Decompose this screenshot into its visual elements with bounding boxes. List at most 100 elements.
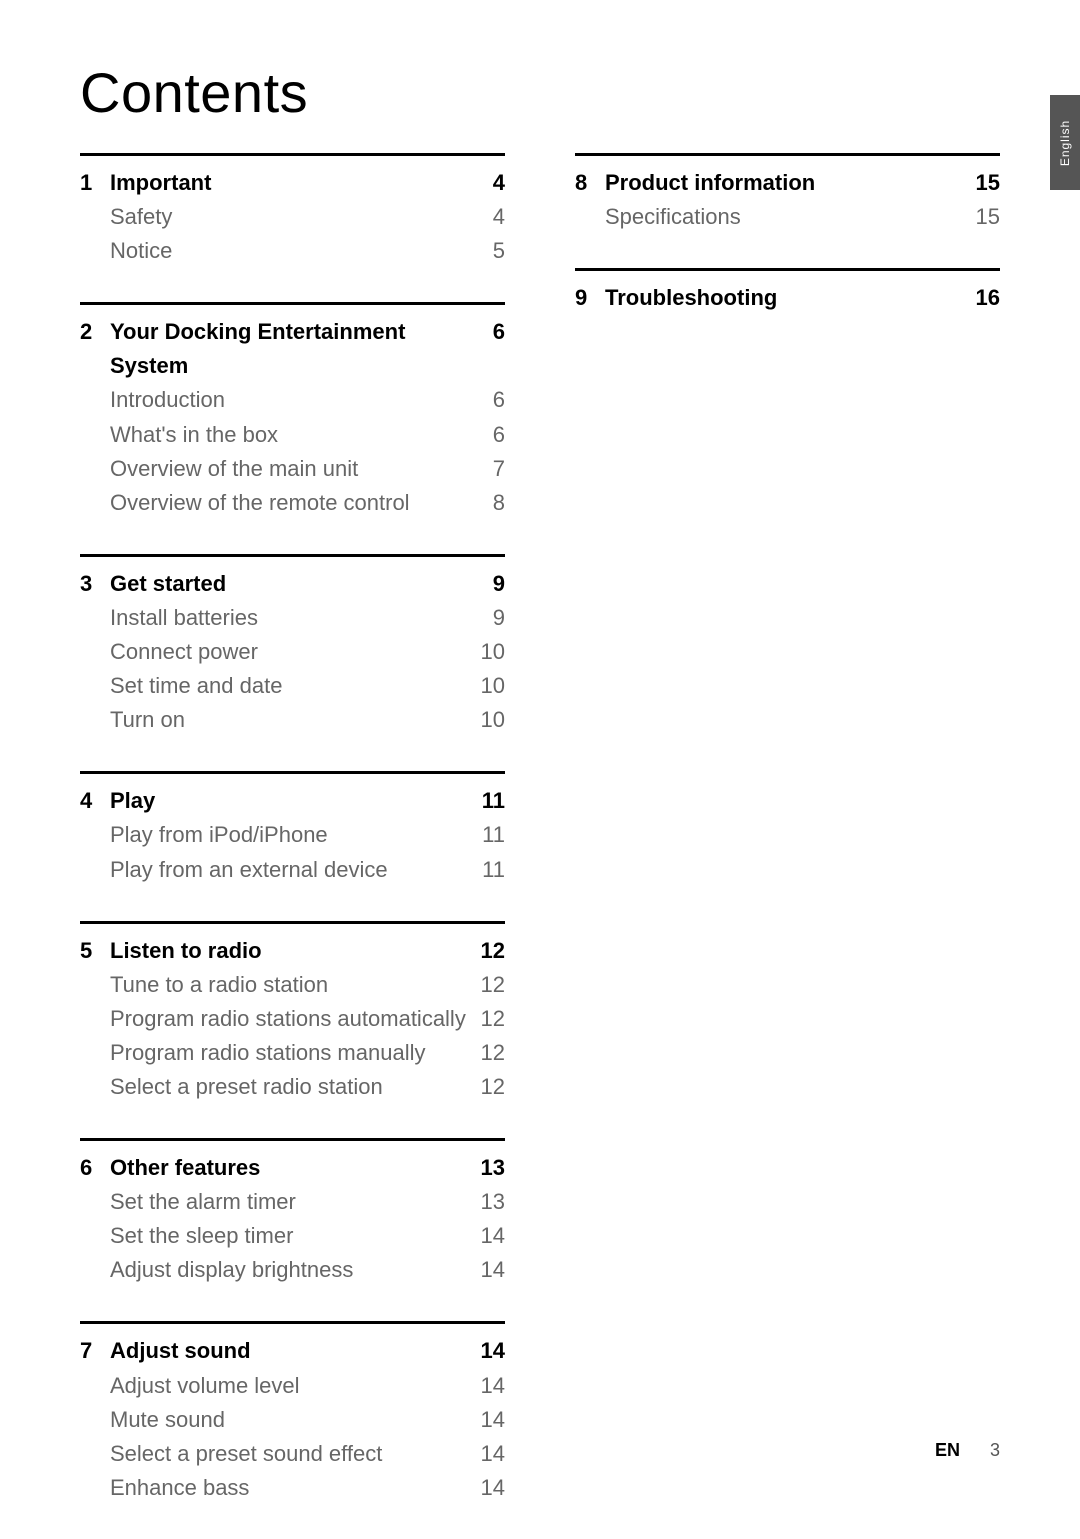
toc-page: 11 bbox=[475, 853, 505, 887]
toc-section: 7Adjust sound14Adjust volume level14Mute… bbox=[80, 1321, 505, 1504]
toc-label: Play from iPod/iPhone bbox=[110, 818, 475, 852]
toc-label: Connect power bbox=[110, 635, 475, 669]
toc-row: 2Your Docking Entertainment System6 bbox=[80, 315, 505, 383]
toc-label: Select a preset sound effect bbox=[110, 1437, 475, 1471]
toc-page: 12 bbox=[475, 934, 505, 968]
toc-page: 7 bbox=[475, 452, 505, 486]
toc-page: 12 bbox=[475, 968, 505, 1002]
toc-columns: 1Important4Safety4Notice52Your Docking E… bbox=[80, 153, 1000, 1539]
toc-page: 14 bbox=[475, 1437, 505, 1471]
toc-row: 8Product information15 bbox=[575, 166, 1000, 200]
toc-page: 6 bbox=[475, 315, 505, 349]
toc-section: 1Important4Safety4Notice5 bbox=[80, 153, 505, 268]
toc-page: 11 bbox=[475, 818, 505, 852]
toc-page: 9 bbox=[475, 567, 505, 601]
toc-row: Tune to a radio station12 bbox=[80, 968, 505, 1002]
toc-row: Select a preset sound effect14 bbox=[80, 1437, 505, 1471]
toc-row: Set time and date10 bbox=[80, 669, 505, 703]
toc-page: 10 bbox=[475, 669, 505, 703]
toc-row: Set the alarm timer13 bbox=[80, 1185, 505, 1219]
toc-label: Introduction bbox=[110, 383, 475, 417]
section-number: 9 bbox=[575, 281, 605, 315]
footer-lang: EN bbox=[935, 1440, 960, 1461]
left-column: 1Important4Safety4Notice52Your Docking E… bbox=[80, 153, 505, 1539]
toc-label: Listen to radio bbox=[110, 934, 475, 968]
toc-page: 4 bbox=[475, 200, 505, 234]
section-number: 1 bbox=[80, 166, 110, 200]
toc-page: 8 bbox=[475, 486, 505, 520]
toc-row: Connect power10 bbox=[80, 635, 505, 669]
toc-page: 13 bbox=[475, 1151, 505, 1185]
toc-row: Set the sleep timer14 bbox=[80, 1219, 505, 1253]
toc-page: 10 bbox=[475, 635, 505, 669]
section-number: 2 bbox=[80, 315, 110, 349]
toc-row: Safety4 bbox=[80, 200, 505, 234]
toc-page: 14 bbox=[475, 1219, 505, 1253]
section-number: 8 bbox=[575, 166, 605, 200]
toc-row: Turn on10 bbox=[80, 703, 505, 737]
toc-label: Install batteries bbox=[110, 601, 475, 635]
toc-row: Play from iPod/iPhone11 bbox=[80, 818, 505, 852]
toc-page: 12 bbox=[475, 1002, 505, 1036]
toc-row: Adjust display brightness14 bbox=[80, 1253, 505, 1287]
right-column: 8Product information15Specifications15 9T… bbox=[575, 153, 1000, 1539]
toc-label: Enhance bass bbox=[110, 1471, 475, 1505]
toc-label: Adjust sound bbox=[110, 1334, 475, 1368]
toc-page: 4 bbox=[475, 166, 505, 200]
toc-label: Set time and date bbox=[110, 669, 475, 703]
toc-page: 11 bbox=[475, 784, 505, 818]
toc-label: Set the alarm timer bbox=[110, 1185, 475, 1219]
toc-section: 8Product information15Specifications15 bbox=[575, 153, 1000, 234]
toc-label: Overview of the main unit bbox=[110, 452, 475, 486]
toc-label: Specifications bbox=[605, 200, 970, 234]
language-tab-label: English bbox=[1058, 119, 1072, 165]
toc-page: 13 bbox=[475, 1185, 505, 1219]
toc-row: 1Important4 bbox=[80, 166, 505, 200]
section-number: 5 bbox=[80, 934, 110, 968]
toc-label: Adjust volume level bbox=[110, 1369, 475, 1403]
toc-page: 14 bbox=[475, 1334, 505, 1368]
toc-page: 12 bbox=[475, 1036, 505, 1070]
toc-row: Program radio stations manually12 bbox=[80, 1036, 505, 1070]
toc-page: 14 bbox=[475, 1253, 505, 1287]
toc-page: 12 bbox=[475, 1070, 505, 1104]
toc-page: 5 bbox=[475, 234, 505, 268]
toc-label: Safety bbox=[110, 200, 475, 234]
footer-page: 3 bbox=[990, 1440, 1000, 1461]
toc-page: 9 bbox=[475, 601, 505, 635]
toc-section: 5Listen to radio12Tune to a radio statio… bbox=[80, 921, 505, 1104]
toc-label: Adjust display brightness bbox=[110, 1253, 475, 1287]
toc-label: Program radio stations manually bbox=[110, 1036, 475, 1070]
toc-label: Troubleshooting bbox=[605, 281, 970, 315]
toc-label: Other features bbox=[110, 1151, 475, 1185]
section-number: 6 bbox=[80, 1151, 110, 1185]
toc-section: 4Play11Play from iPod/iPhone11Play from … bbox=[80, 771, 505, 886]
toc-row: What's in the box6 bbox=[80, 418, 505, 452]
toc-page: 15 bbox=[970, 166, 1000, 200]
toc-row: Select a preset radio station12 bbox=[80, 1070, 505, 1104]
toc-section: 2Your Docking Entertainment System6Intro… bbox=[80, 302, 505, 520]
toc-label: Play bbox=[110, 784, 475, 818]
toc-label: Program radio stations automatically bbox=[110, 1002, 475, 1036]
section-number: 4 bbox=[80, 784, 110, 818]
toc-page: 14 bbox=[475, 1403, 505, 1437]
section-number: 3 bbox=[80, 567, 110, 601]
toc-page: 10 bbox=[475, 703, 505, 737]
toc-row: Mute sound14 bbox=[80, 1403, 505, 1437]
toc-label: What's in the box bbox=[110, 418, 475, 452]
toc-row: Program radio stations automatically12 bbox=[80, 1002, 505, 1036]
toc-label: Mute sound bbox=[110, 1403, 475, 1437]
toc-row: Install batteries9 bbox=[80, 601, 505, 635]
toc-page: 6 bbox=[475, 383, 505, 417]
toc-row: 4Play11 bbox=[80, 784, 505, 818]
language-tab: English bbox=[1050, 95, 1080, 190]
toc-label: Notice bbox=[110, 234, 475, 268]
toc-page: 6 bbox=[475, 418, 505, 452]
section-number: 7 bbox=[80, 1334, 110, 1368]
toc-page: 16 bbox=[970, 281, 1000, 315]
toc-label: Get started bbox=[110, 567, 475, 601]
toc-row: Specifications15 bbox=[575, 200, 1000, 234]
toc-row: Adjust volume level14 bbox=[80, 1369, 505, 1403]
toc-section: 9Troubleshooting16 bbox=[575, 268, 1000, 315]
toc-section: 6Other features13Set the alarm timer13Se… bbox=[80, 1138, 505, 1287]
